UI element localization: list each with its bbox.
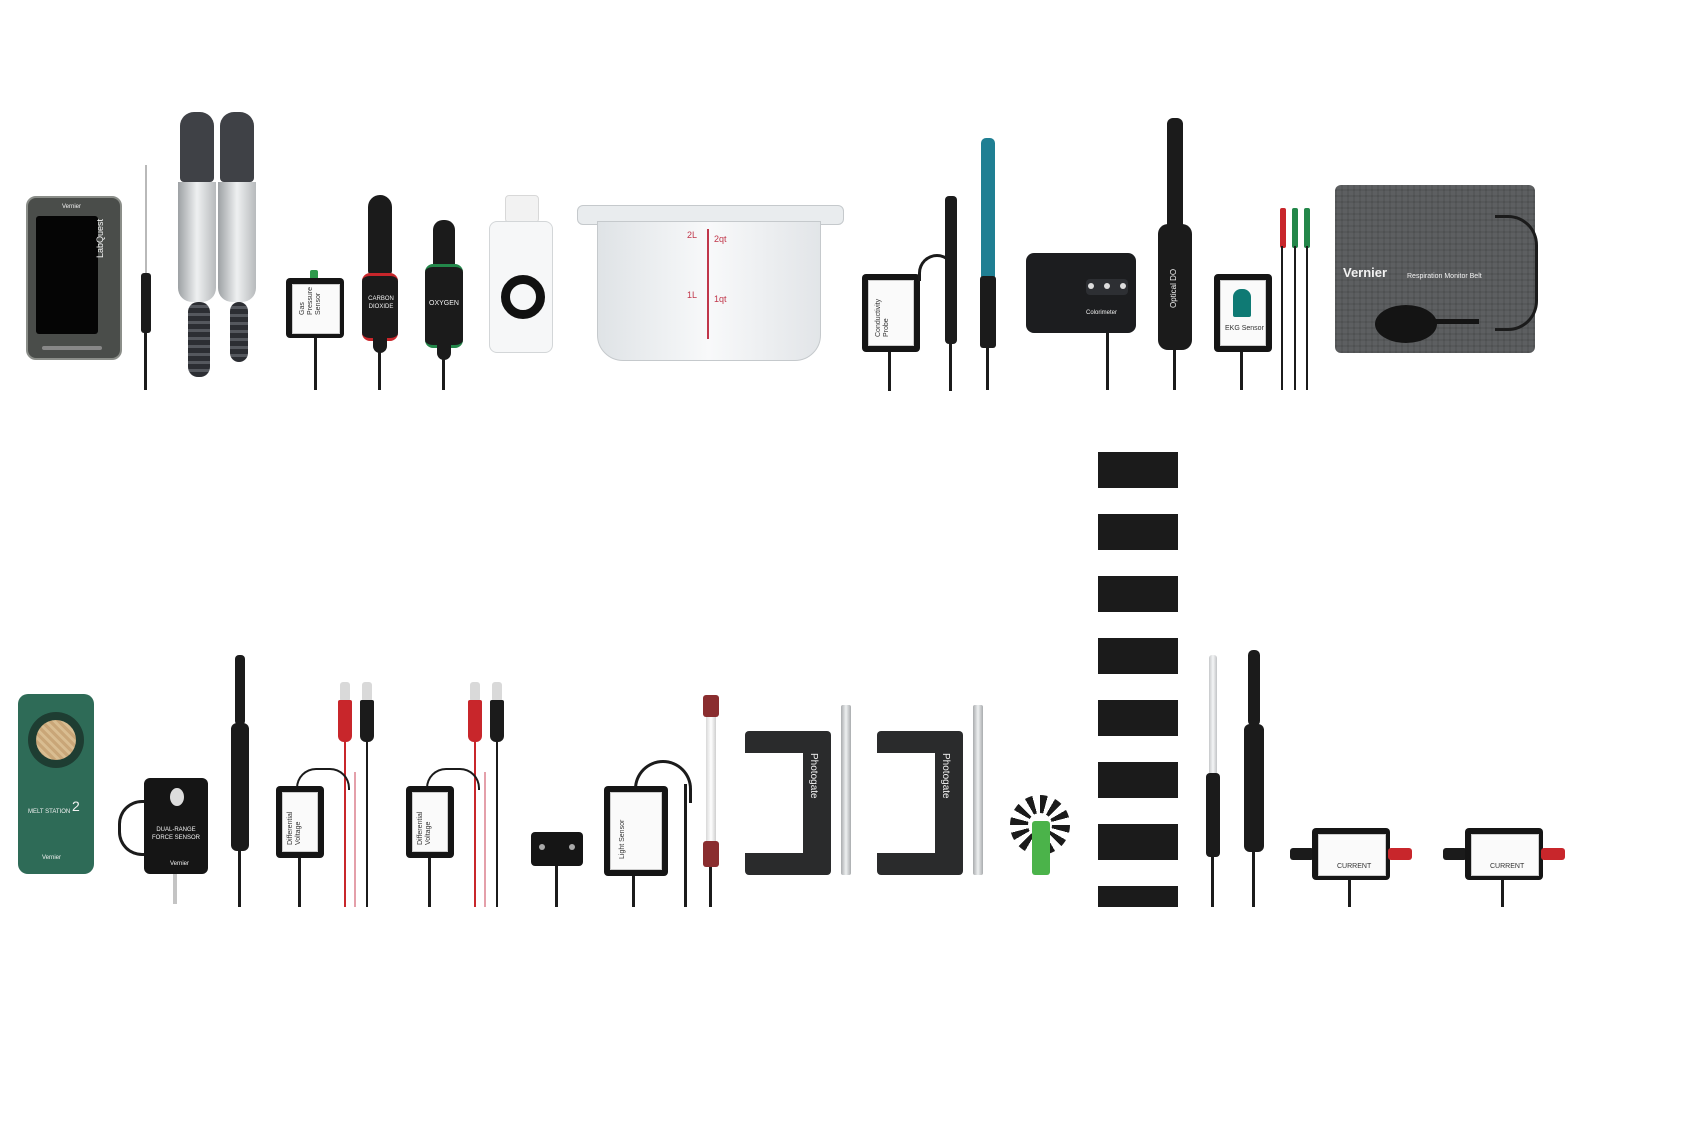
diff-voltage-label-1: Differential Voltage — [287, 811, 302, 845]
measure-2qt: 2qt — [714, 234, 727, 244]
colorimeter: Colorimeter — [1026, 253, 1136, 390]
ultra-pulley — [1010, 795, 1072, 875]
dual-force-sensor: DUAL-RANGE FORCE SENSOR Vernier — [118, 778, 212, 920]
rod-probe — [700, 695, 722, 907]
melt-station-vernier: Vernier — [42, 855, 62, 861]
labquest-brand: Vernier — [62, 204, 82, 210]
diff-voltage-probe-1: Differential Voltage — [276, 682, 386, 907]
labquest-name: LabQuest — [95, 218, 105, 258]
microphone-probe — [230, 655, 250, 907]
optical-do-label: Optical DO — [1169, 268, 1178, 308]
diff-voltage-probe-2: Differential Voltage — [406, 682, 516, 907]
light-sensor: Light Sensor — [604, 760, 694, 907]
measure-1l: 1L — [687, 290, 698, 300]
hand-dynamometer — [174, 112, 264, 387]
resp-belt-brand: Vernier — [1343, 265, 1388, 280]
co2-sensor: CARBON DIOXIDE — [362, 195, 398, 390]
photogate-label-1: Photogate — [808, 753, 819, 799]
colorimeter-label: Colorimeter — [1086, 310, 1118, 316]
black-probe — [1243, 650, 1265, 907]
gas-pressure-label: Gas Pressure Sensor — [299, 286, 322, 315]
current-probe-1: CURRENT — [1290, 828, 1420, 907]
melt-station: MELT STATION 2 Vernier — [18, 694, 94, 874]
melt-station-brand: MELT STATION — [28, 809, 71, 815]
ph-probe — [977, 138, 999, 390]
co2-label: CARBON DIOXIDE — [368, 296, 394, 310]
dual-force-label: DUAL-RANGE FORCE SENSOR — [151, 827, 200, 841]
conductivity-label: Conductivity Probe — [875, 298, 890, 337]
current-label-2: CURRENT — [1490, 863, 1525, 870]
light-sensor-label: Light Sensor — [619, 819, 626, 859]
measure-2l: 2L — [687, 230, 698, 240]
temperature-probe — [140, 165, 152, 390]
measure-1qt: 1qt — [714, 294, 727, 304]
o2-label: OXYGEN — [429, 300, 459, 307]
labquest-buttons — [42, 346, 102, 350]
measuring-container: 2L 2qt 1L 1qt — [577, 205, 844, 363]
bulb — [1375, 305, 1437, 343]
diff-voltage-label-2: Differential Voltage — [417, 811, 432, 845]
picket-fence — [1098, 452, 1178, 907]
o2-sensor: OXYGEN — [425, 220, 463, 390]
respiration-belt: Vernier Respiration Monitor Belt — [1335, 185, 1557, 360]
ekg-icon — [1233, 289, 1251, 317]
conductivity-probe: Conductivity Probe — [862, 196, 962, 391]
labquest-screen — [36, 216, 98, 334]
photogate-1: Photogate — [745, 705, 857, 875]
stainless-temp-probe — [1205, 655, 1221, 907]
ekg-sensor: EKG Sensor — [1214, 208, 1314, 390]
o-ring — [501, 275, 545, 319]
labquest-device: Vernier LabQuest — [26, 196, 122, 360]
melt-station-num: 2 — [72, 798, 80, 814]
ekg-label: EKG Sensor — [1225, 325, 1264, 332]
gas-pressure-sensor: Gas Pressure Sensor — [286, 270, 344, 390]
current-label-1: CURRENT — [1337, 863, 1372, 870]
dual-force-vernier: Vernier — [170, 861, 190, 867]
resp-belt-label: Respiration Monitor Belt — [1407, 273, 1482, 280]
photogate-2: Photogate — [877, 705, 989, 875]
small-sensor-module — [531, 832, 583, 907]
sample-bottle — [489, 195, 553, 355]
current-probe-2: CURRENT — [1443, 828, 1573, 907]
optical-do-probe: Optical DO — [1158, 118, 1192, 390]
photogate-label-2: Photogate — [940, 753, 951, 799]
